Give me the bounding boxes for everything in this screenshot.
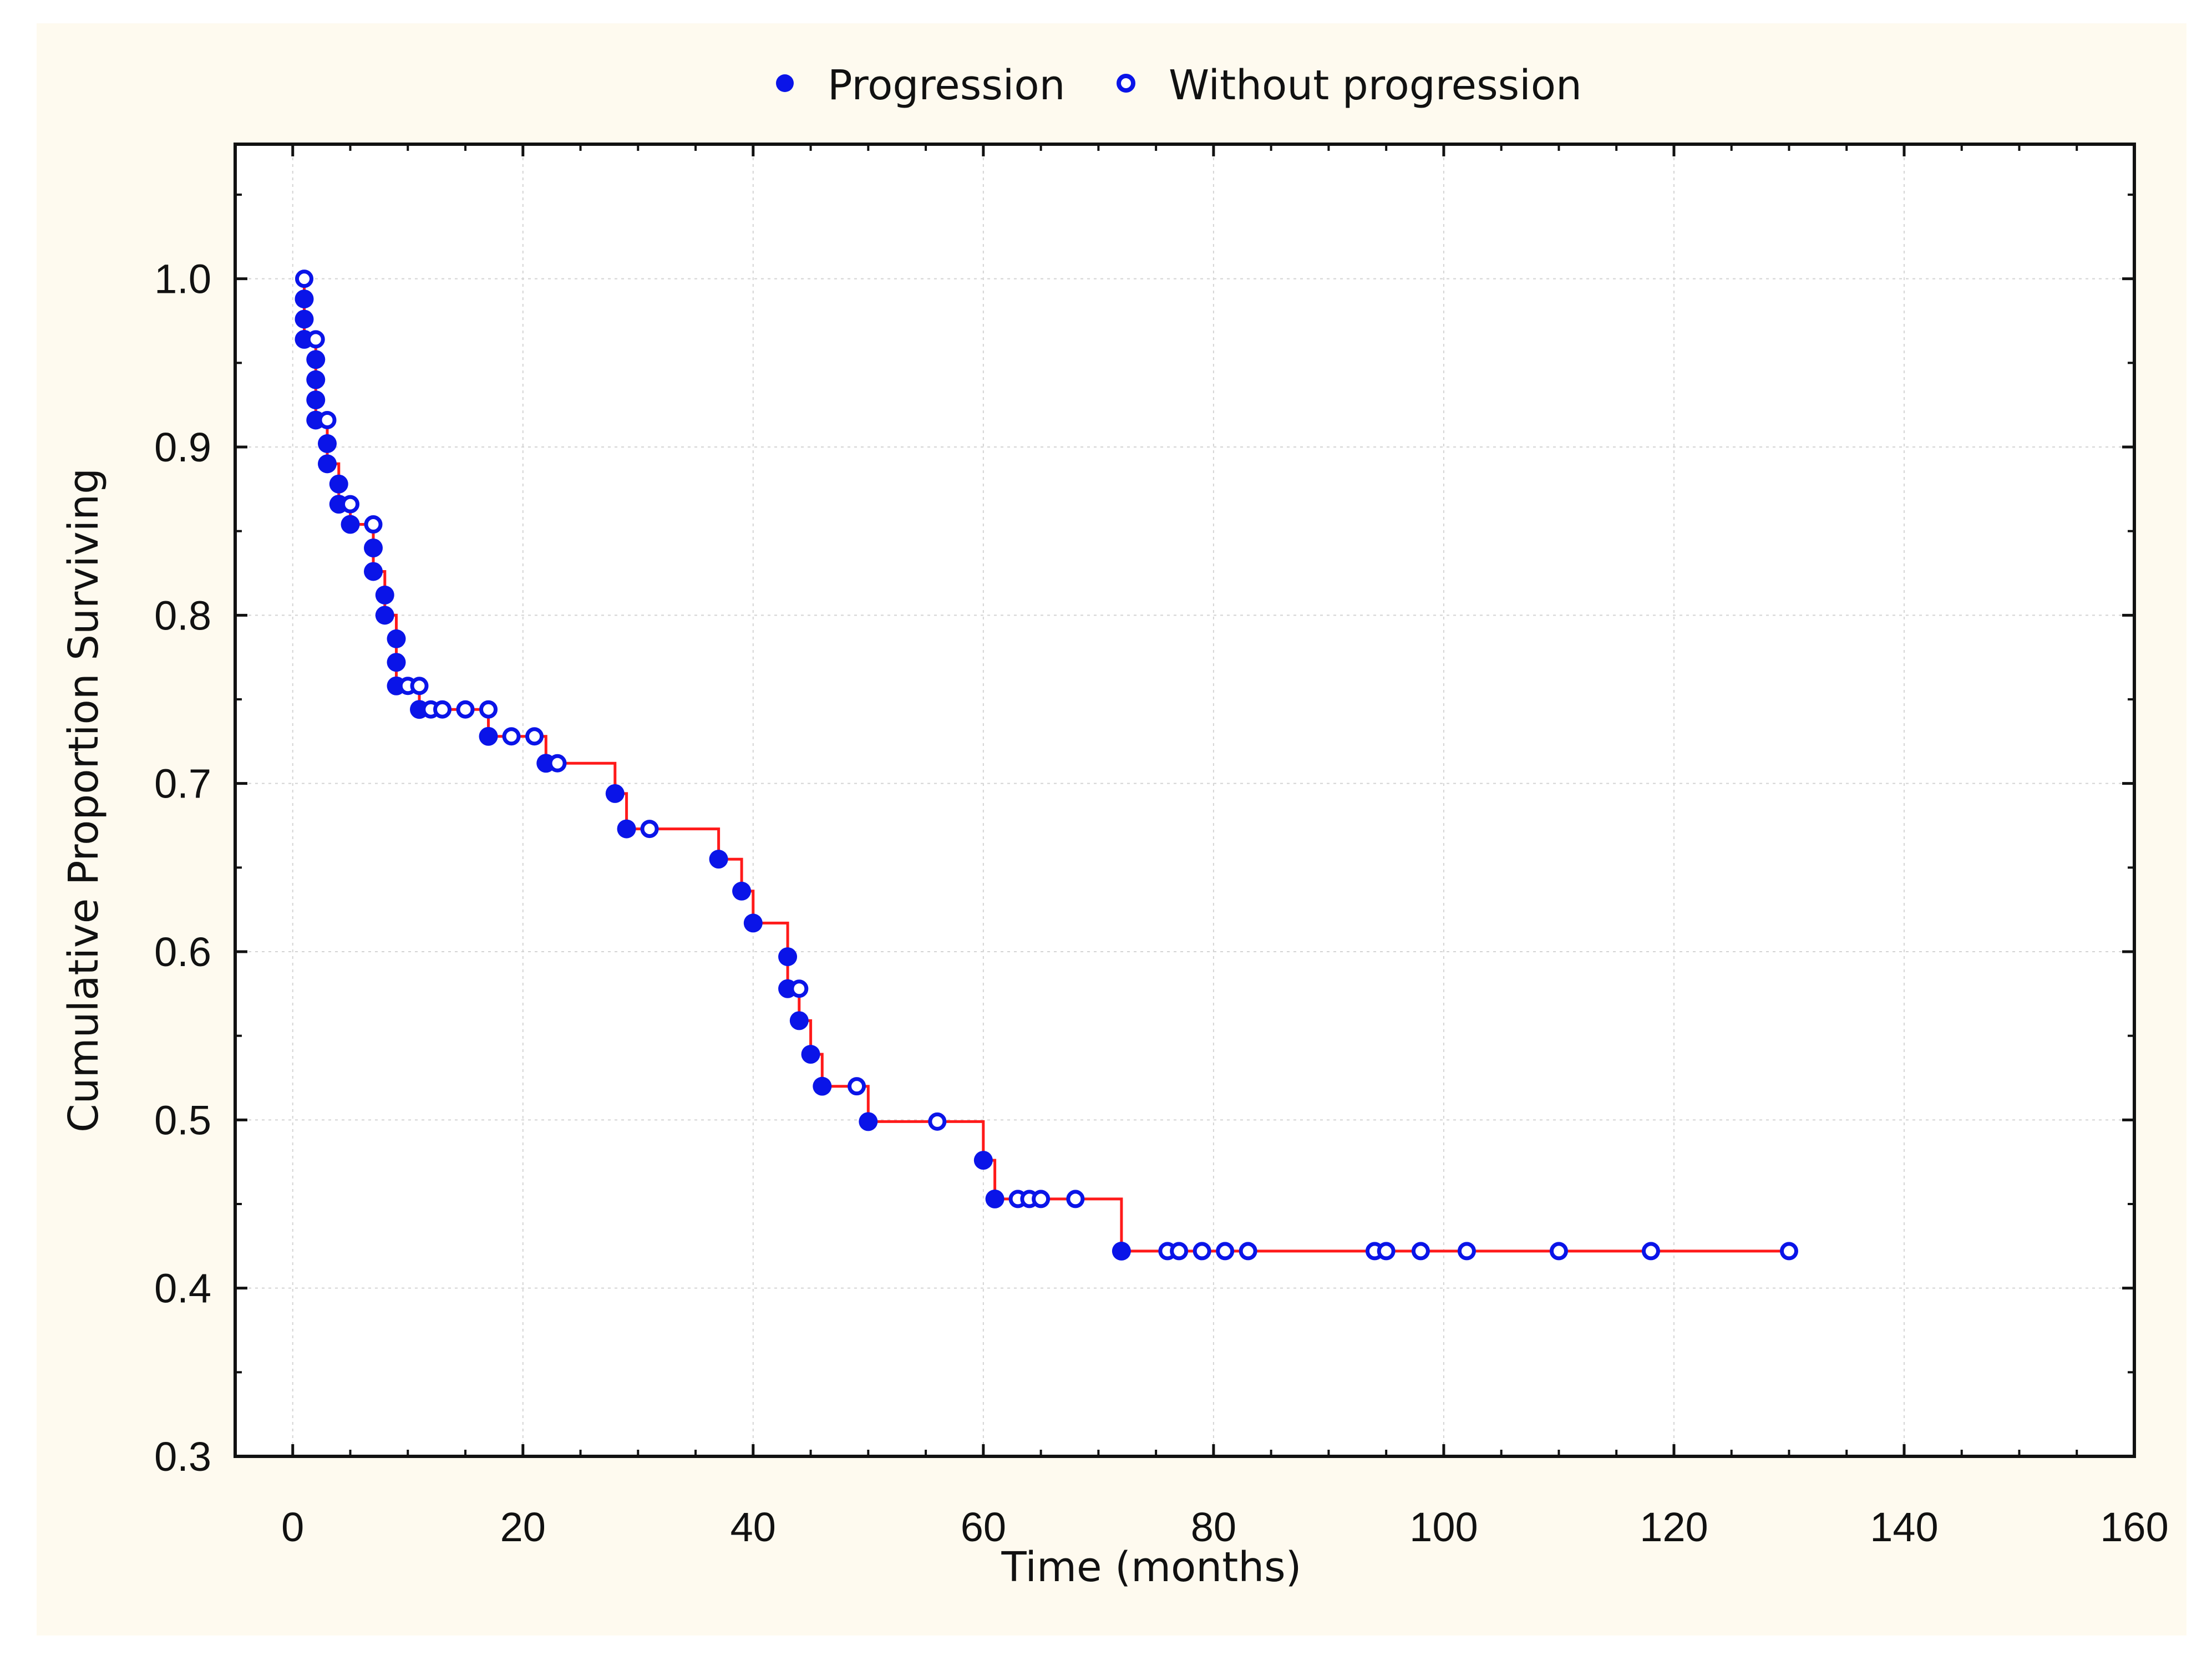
progression-point <box>743 913 763 933</box>
legend: Progression Without progression <box>776 62 1582 109</box>
km-chart: Progression Without progression 0 20 40 60 8… <box>60 62 2169 1591</box>
progression-point <box>479 727 498 746</box>
progression-point <box>801 1045 820 1064</box>
censored-point <box>479 700 498 719</box>
censored-point <box>1032 1190 1051 1208</box>
x-tick-label: 120 <box>1640 1504 1708 1550</box>
progression-point <box>605 784 625 803</box>
progression-point <box>329 474 348 494</box>
y-tick-label: 0.8 <box>154 592 211 638</box>
progression-point <box>306 370 326 389</box>
progression-point <box>732 881 752 901</box>
censored-point <box>1377 1242 1396 1261</box>
progression-point <box>985 1189 1004 1208</box>
y-tick-label: 0.7 <box>154 761 211 807</box>
censored-point <box>640 820 659 839</box>
progression-point <box>859 1112 878 1131</box>
progression-point <box>813 1076 832 1096</box>
progression-point <box>778 947 798 967</box>
censored-point <box>1457 1242 1476 1261</box>
progression-point <box>318 454 337 474</box>
x-tick-label: 20 <box>500 1504 546 1550</box>
x-axis-title: Time (months) <box>1001 1543 1301 1591</box>
censored-point <box>410 677 429 695</box>
censored-point <box>1066 1190 1085 1208</box>
y-tick-label: 0.6 <box>154 929 211 975</box>
progression-point <box>306 390 326 410</box>
progression-point <box>318 434 337 453</box>
data-markers <box>295 270 1798 1261</box>
x-tick-label: 60 <box>961 1504 1006 1550</box>
censored-point <box>295 270 314 288</box>
censored-point <box>1549 1242 1568 1261</box>
censored-point <box>548 754 567 773</box>
progression-point <box>387 653 406 672</box>
censored-point <box>318 410 337 429</box>
progression-point <box>789 1011 809 1030</box>
legend-without-progression-marker <box>1117 74 1135 93</box>
y-tick-label: 0.5 <box>154 1097 211 1143</box>
censored-point <box>790 979 809 998</box>
censored-point <box>456 700 475 719</box>
censored-point <box>525 727 544 746</box>
censored-point <box>1411 1242 1430 1261</box>
x-tick-label: 100 <box>1409 1504 1478 1550</box>
x-tick-label: 80 <box>1191 1504 1236 1550</box>
chart-frame: Progression Without progression 0 20 40 60 8… <box>37 23 2186 1635</box>
progression-point <box>364 539 383 557</box>
x-tick-label: 140 <box>1870 1504 1938 1550</box>
progression-point <box>341 515 360 534</box>
censored-point <box>848 1077 866 1096</box>
censored-point <box>1170 1242 1189 1261</box>
censored-point <box>341 495 360 514</box>
censored-point <box>502 727 521 746</box>
censored-point <box>928 1112 947 1131</box>
x-tick-labels: 0 20 40 60 80 100 120 140 160 <box>281 1504 2169 1550</box>
legend-progression-label: Progression <box>828 62 1066 109</box>
progression-point <box>617 819 636 839</box>
censored-point <box>433 700 452 719</box>
y-axis-title: Cumulative Proportion Surviving <box>60 468 108 1132</box>
x-tick-label: 160 <box>2100 1504 2168 1550</box>
plot-area <box>235 144 2134 1456</box>
y-tick-label: 0.4 <box>154 1266 211 1312</box>
y-tick-labels: 0.3 0.4 0.5 0.6 0.7 0.8 0.9 1.0 <box>154 256 211 1480</box>
censored-point <box>1779 1242 1798 1261</box>
progression-point <box>306 350 326 369</box>
x-tick-label: 40 <box>730 1504 776 1550</box>
progression-point <box>973 1151 993 1170</box>
progression-point <box>295 289 314 309</box>
progression-point <box>709 850 728 869</box>
x-tick-label: 0 <box>281 1504 304 1550</box>
y-tick-label: 0.3 <box>154 1434 211 1480</box>
y-tick-label: 1.0 <box>154 256 211 302</box>
progression-point <box>387 629 406 648</box>
progression-point <box>375 606 394 625</box>
progression-point <box>295 309 314 329</box>
censored-point <box>364 515 383 534</box>
censored-point <box>1641 1242 1660 1261</box>
progression-point <box>1112 1241 1131 1261</box>
progression-point <box>375 585 394 605</box>
legend-progression-marker <box>776 74 794 92</box>
plot-border <box>234 143 2136 1458</box>
censored-point <box>1193 1242 1211 1261</box>
y-tick-label: 0.9 <box>154 424 211 470</box>
censored-point <box>1239 1242 1257 1261</box>
legend-without-progression-label: Without progression <box>1169 62 1582 109</box>
censored-point <box>306 330 325 349</box>
progression-point <box>364 562 383 581</box>
censored-point <box>1216 1242 1235 1261</box>
